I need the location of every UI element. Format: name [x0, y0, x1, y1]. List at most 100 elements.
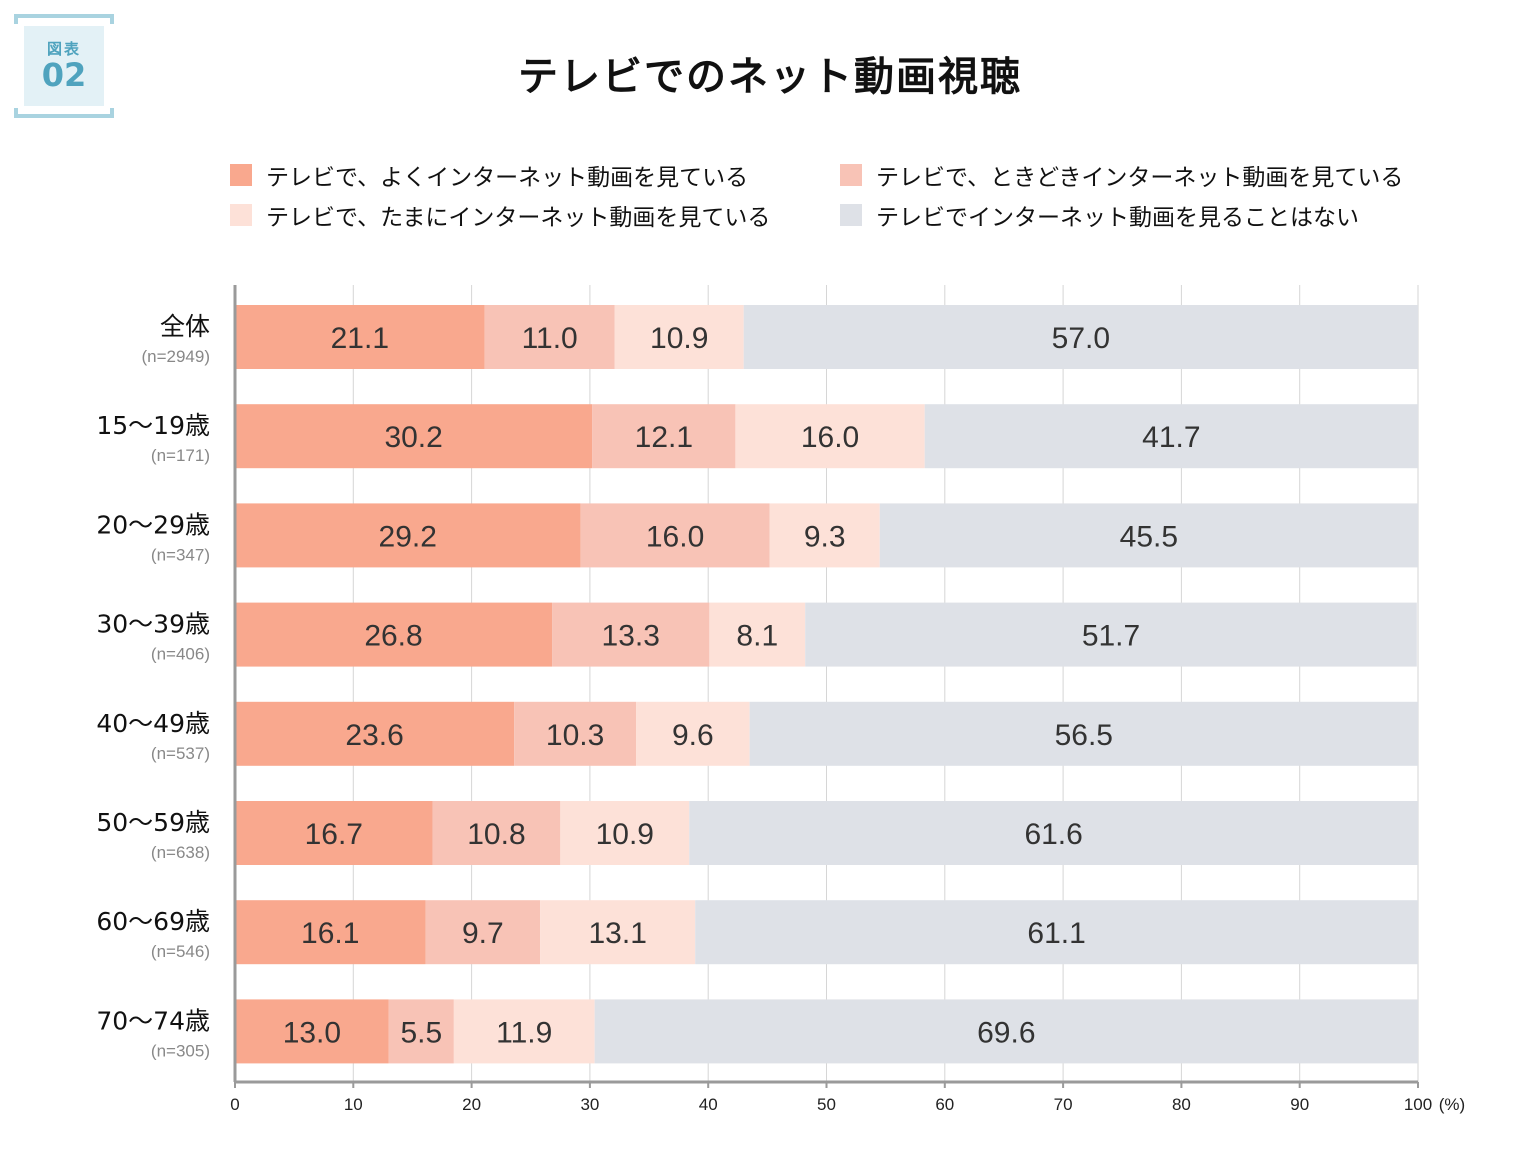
- bar-segment: [552, 602, 710, 667]
- data-label: 13.0: [283, 1016, 341, 1049]
- category-label: 全体: [160, 312, 210, 341]
- category-label: 15〜19歳: [96, 411, 210, 440]
- data-label: 16.1: [301, 917, 359, 950]
- data-label: 16.0: [801, 421, 859, 454]
- bar-segment: [769, 503, 880, 568]
- data-label: 61.6: [1024, 818, 1082, 851]
- bar-segment: [388, 999, 454, 1064]
- sample-size-label: (n=305): [151, 1041, 210, 1060]
- legend-label-occasionally: テレビで、たまにインターネット動画を見ている: [266, 205, 771, 231]
- x-tick-label: 0: [230, 1095, 239, 1114]
- sample-size-label: (n=537): [151, 744, 210, 763]
- data-label: 10.3: [546, 719, 604, 752]
- bar-segment: [592, 404, 736, 469]
- bar-segment: [432, 801, 561, 865]
- data-label: 13.3: [602, 620, 660, 653]
- x-tick-label: 20: [462, 1095, 481, 1114]
- data-label: 26.8: [364, 620, 422, 653]
- x-tick-label: 30: [580, 1095, 599, 1114]
- sample-size-label: (n=406): [151, 645, 210, 664]
- legend-item-sometimes: テレビで、ときどきインターネット動画を見ている: [840, 160, 1403, 191]
- data-label: 69.6: [977, 1016, 1035, 1049]
- legend-label-often: テレビで、よくインターネット動画を見ている: [266, 165, 749, 191]
- bar-segment: [235, 305, 485, 369]
- bar-segment: [425, 900, 541, 965]
- data-label: 56.5: [1055, 719, 1113, 752]
- sample-size-label: (n=546): [151, 942, 210, 961]
- data-label: 11.0: [522, 322, 578, 355]
- data-label: 8.1: [736, 620, 778, 653]
- sample-size-label: (n=171): [151, 446, 210, 465]
- data-label: 61.1: [1027, 917, 1085, 950]
- bar-segment: [453, 999, 595, 1064]
- data-label: 10.9: [596, 818, 654, 851]
- data-label: 9.7: [462, 917, 504, 950]
- badge-bracket-bottom: [14, 108, 114, 118]
- data-label: 11.9: [496, 1016, 552, 1049]
- sample-size-label: (n=638): [151, 843, 210, 862]
- data-label: 21.1: [331, 322, 389, 355]
- data-label: 9.3: [804, 520, 846, 553]
- legend-item-often: テレビで、よくインターネット動画を見ている: [230, 160, 749, 191]
- data-label: 16.7: [305, 818, 363, 851]
- category-label: 70〜74歳: [96, 1006, 210, 1035]
- badge-background: [24, 26, 104, 106]
- legend-swatch-sometimes: [840, 164, 862, 186]
- bar-segment: [514, 701, 637, 766]
- badge-label: 図表: [46, 40, 81, 58]
- bar-segment: [743, 305, 1418, 369]
- bar-segment: [560, 801, 690, 865]
- data-label: 29.2: [379, 520, 437, 553]
- bar-segment: [805, 602, 1417, 667]
- legend-swatch-never: [840, 204, 862, 226]
- bar-segment: [709, 602, 806, 667]
- sample-size-label: (n=2949): [141, 347, 210, 366]
- x-tick-label: 10: [344, 1095, 363, 1114]
- x-tick-label: 50: [817, 1095, 836, 1114]
- bar-segment: [235, 701, 515, 766]
- category-label: 30〜39歳: [96, 610, 210, 639]
- data-label: 45.5: [1120, 520, 1178, 553]
- data-label: 10.8: [467, 818, 525, 851]
- category-label: 20〜29歳: [96, 510, 210, 539]
- bar-segment: [749, 701, 1418, 766]
- legend-item-occasionally: テレビで、たまにインターネット動画を見ている: [230, 200, 771, 231]
- figure-badge: 図表 02: [14, 14, 114, 118]
- data-label: 41.7: [1142, 421, 1200, 454]
- x-tick-label: 80: [1172, 1095, 1191, 1114]
- bar-segment: [235, 900, 426, 965]
- category-label: 50〜59歳: [96, 808, 210, 837]
- bar-segment: [594, 999, 1418, 1064]
- data-label: 16.0: [646, 520, 704, 553]
- category-label: 40〜49歳: [96, 709, 210, 738]
- data-label: 10.9: [650, 322, 708, 355]
- legend-swatch-occasionally: [230, 204, 252, 226]
- data-label: 23.6: [345, 719, 403, 752]
- bar-segment: [235, 999, 389, 1064]
- bar-segment: [636, 701, 750, 766]
- bar-segment: [924, 404, 1418, 469]
- bar-segment: [235, 503, 581, 568]
- data-label: 57.0: [1052, 322, 1110, 355]
- x-tick-label: 60: [935, 1095, 954, 1114]
- data-label: 13.1: [589, 917, 647, 950]
- bar-segment: [235, 602, 553, 667]
- legend-label-never: テレビでインターネット動画を見ることはない: [876, 205, 1359, 231]
- badge-bracket-top: [14, 14, 114, 24]
- legend-item-never: テレビでインターネット動画を見ることはない: [840, 200, 1359, 231]
- data-label: 51.7: [1082, 620, 1140, 653]
- bar-segment: [879, 503, 1418, 568]
- bar-segment: [695, 900, 1418, 965]
- bar-segment: [614, 305, 744, 369]
- chart-title: テレビでのネット動画視聴: [518, 54, 1022, 100]
- data-label: 12.1: [635, 421, 693, 454]
- legend-swatch-often: [230, 164, 252, 186]
- bar-segment: [235, 404, 593, 469]
- bar-segment: [689, 801, 1418, 865]
- legend: テレビで、よくインターネット動画を見ている テレビで、ときどきインターネット動画…: [230, 160, 1450, 240]
- sample-size-label: (n=347): [151, 545, 210, 564]
- bar-segment: [235, 801, 433, 865]
- x-tick-label: 40: [699, 1095, 718, 1114]
- x-tick-label: 70: [1054, 1095, 1073, 1114]
- bar-segment: [735, 404, 925, 469]
